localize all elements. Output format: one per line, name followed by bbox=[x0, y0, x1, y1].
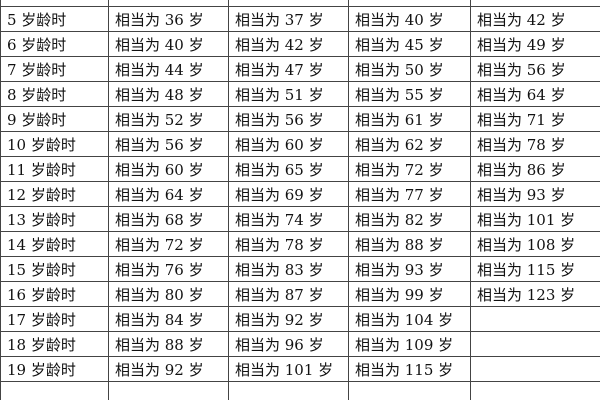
table-cell: 相当为 49 岁 bbox=[470, 31, 600, 57]
table-cell: 相当为 101 岁 bbox=[228, 356, 349, 382]
table-cell: 相当为 77 岁 bbox=[348, 181, 471, 207]
table-cell bbox=[108, 381, 229, 400]
table-cell: 相当为 60 岁 bbox=[108, 156, 229, 182]
table-cell: 9 岁龄时 bbox=[0, 106, 109, 132]
table-cell bbox=[0, 381, 109, 400]
table-cell: 相当为 92 岁 bbox=[108, 356, 229, 382]
table-row: 8 岁龄时 相当为 48 岁相当为 51 岁相当为 55 岁相当为 64 岁 bbox=[0, 81, 600, 107]
table-cell: 相当为 86 岁 bbox=[470, 156, 600, 182]
table-cell bbox=[470, 381, 600, 400]
table-cell: 相当为 36 岁 bbox=[108, 6, 229, 32]
table-row: 10 岁龄时 相当为 56 岁相当为 60 岁相当为 62 岁相当为 78 岁 bbox=[0, 131, 600, 157]
table-cell: 相当为 56 岁 bbox=[470, 56, 600, 82]
table-row: 18 岁龄时 相当为 88 岁相当为 96 岁相当为 109 岁 bbox=[0, 331, 600, 357]
table-cell: 相当为 71 岁 bbox=[470, 106, 600, 132]
table-row: 17 岁龄时 相当为 84 岁相当为 92 岁相当为 104 岁 bbox=[0, 306, 600, 332]
cut-row bbox=[0, 381, 600, 400]
table-cell: 相当为 92 岁 bbox=[228, 306, 349, 332]
table-cell: 相当为 60 岁 bbox=[228, 131, 349, 157]
table-cell: 相当为 64 岁 bbox=[108, 181, 229, 207]
table-cell: 相当为 115 岁 bbox=[470, 256, 600, 282]
table-cell bbox=[470, 306, 600, 332]
table-cell bbox=[228, 381, 349, 400]
table-row: 19 岁龄时 相当为 92 岁相当为 101 岁相当为 115 岁 bbox=[0, 356, 600, 382]
table-cell: 16 岁龄时 bbox=[0, 281, 109, 307]
table-cell: 相当为 93 岁 bbox=[348, 256, 471, 282]
table-row: 11 岁龄时 相当为 60 岁相当为 65 岁相当为 72 岁相当为 86 岁 bbox=[0, 156, 600, 182]
table-cell: 13 岁龄时 bbox=[0, 206, 109, 232]
table-cell: 相当为 96 岁 bbox=[228, 331, 349, 357]
table-row: 6 岁龄时 相当为 40 岁相当为 42 岁相当为 45 岁相当为 49 岁 bbox=[0, 31, 600, 57]
table-cell: 相当为 56 岁 bbox=[108, 131, 229, 157]
table-cell: 相当为 84 岁 bbox=[108, 306, 229, 332]
table-cell: 相当为 93 岁 bbox=[470, 181, 600, 207]
table-cell: 18 岁龄时 bbox=[0, 331, 109, 357]
table-cell bbox=[470, 356, 600, 382]
table-cell: 相当为 83 岁 bbox=[228, 256, 349, 282]
table-cell: 相当为 68 岁 bbox=[108, 206, 229, 232]
table-cell: 7 岁龄时 bbox=[0, 56, 109, 82]
table-cell: 相当为 87 岁 bbox=[228, 281, 349, 307]
table-cell: 17 岁龄时 bbox=[0, 306, 109, 332]
table-cell: 相当为 123 岁 bbox=[470, 281, 600, 307]
table-cell: 相当为 101 岁 bbox=[470, 206, 600, 232]
table-cell: 相当为 51 岁 bbox=[228, 81, 349, 107]
table-cell: 相当为 72 岁 bbox=[108, 231, 229, 257]
table-cell: 相当为 88 岁 bbox=[108, 331, 229, 357]
table-cell bbox=[470, 331, 600, 357]
table-cell: 8 岁龄时 bbox=[0, 81, 109, 107]
table-row: 7 岁龄时 相当为 44 岁相当为 47 岁相当为 50 岁相当为 56 岁 bbox=[0, 56, 600, 82]
table-cell: 相当为 80 岁 bbox=[108, 281, 229, 307]
table-row: 12 岁龄时 相当为 64 岁相当为 69 岁相当为 77 岁相当为 93 岁 bbox=[0, 181, 600, 207]
table-cell: 相当为 50 岁 bbox=[348, 56, 471, 82]
table-cell: 相当为 65 岁 bbox=[228, 156, 349, 182]
table-cell: 相当为 55 岁 bbox=[348, 81, 471, 107]
table-cell: 19 岁龄时 bbox=[0, 356, 109, 382]
table-cell: 相当为 78 岁 bbox=[228, 231, 349, 257]
table-cell: 相当为 72 岁 bbox=[348, 156, 471, 182]
table-cell: 相当为 64 岁 bbox=[470, 81, 600, 107]
table-cell: 6 岁龄时 bbox=[0, 31, 109, 57]
table-cell: 相当为 37 岁 bbox=[228, 6, 349, 32]
table-cell: 相当为 45 岁 bbox=[348, 31, 471, 57]
table-row: 14 岁龄时 相当为 72 岁相当为 78 岁相当为 88 岁相当为 108 岁 bbox=[0, 231, 600, 257]
table-cell: 相当为 108 岁 bbox=[470, 231, 600, 257]
table-cell: 相当为 52 岁 bbox=[108, 106, 229, 132]
table-cell: 相当为 99 岁 bbox=[348, 281, 471, 307]
table-cell: 10 岁龄时 bbox=[0, 131, 109, 157]
table-cell: 相当为 104 岁 bbox=[348, 306, 471, 332]
table-cell: 相当为 74 岁 bbox=[228, 206, 349, 232]
table-cell: 相当为 47 岁 bbox=[228, 56, 349, 82]
table-cell: 相当为 82 岁 bbox=[348, 206, 471, 232]
table-cell: 12 岁龄时 bbox=[0, 181, 109, 207]
table-cell: 相当为 48 岁 bbox=[108, 81, 229, 107]
table-cell: 11 岁龄时 bbox=[0, 156, 109, 182]
table-cell: 相当为 115 岁 bbox=[348, 356, 471, 382]
table-cell: 相当为 42 岁 bbox=[228, 31, 349, 57]
table-cell: 相当为 88 岁 bbox=[348, 231, 471, 257]
table-cell: 相当为 76 岁 bbox=[108, 256, 229, 282]
table-cell: 相当为 62 岁 bbox=[348, 131, 471, 157]
table-cell: 相当为 78 岁 bbox=[470, 131, 600, 157]
table-row: 16 岁龄时 相当为 80 岁相当为 87 岁相当为 99 岁相当为 123 岁 bbox=[0, 281, 600, 307]
table-row: 15 岁龄时 相当为 76 岁相当为 83 岁相当为 93 岁相当为 115 岁 bbox=[0, 256, 600, 282]
table-cell: 相当为 69 岁 bbox=[228, 181, 349, 207]
table-cell: 相当为 109 岁 bbox=[348, 331, 471, 357]
table-cell: 相当为 56 岁 bbox=[228, 106, 349, 132]
table-cell: 15 岁龄时 bbox=[0, 256, 109, 282]
table-cell: 相当为 42 岁 bbox=[470, 6, 600, 32]
table-cell: 14 岁龄时 bbox=[0, 231, 109, 257]
table-cell: 相当为 40 岁 bbox=[348, 6, 471, 32]
table-cell: 相当为 44 岁 bbox=[108, 56, 229, 82]
table-cell bbox=[348, 381, 471, 400]
table-row: 9 岁龄时 相当为 52 岁相当为 56 岁相当为 61 岁相当为 71 岁 bbox=[0, 106, 600, 132]
table-cell: 相当为 61 岁 bbox=[348, 106, 471, 132]
table-cell: 相当为 40 岁 bbox=[108, 31, 229, 57]
table-cell: 5 岁龄时 bbox=[0, 6, 109, 32]
table-row: 5 岁龄时 相当为 36 岁相当为 37 岁相当为 40 岁相当为 42 岁 bbox=[0, 6, 600, 32]
table-row: 13 岁龄时 相当为 68 岁相当为 74 岁相当为 82 岁相当为 101 岁 bbox=[0, 206, 600, 232]
